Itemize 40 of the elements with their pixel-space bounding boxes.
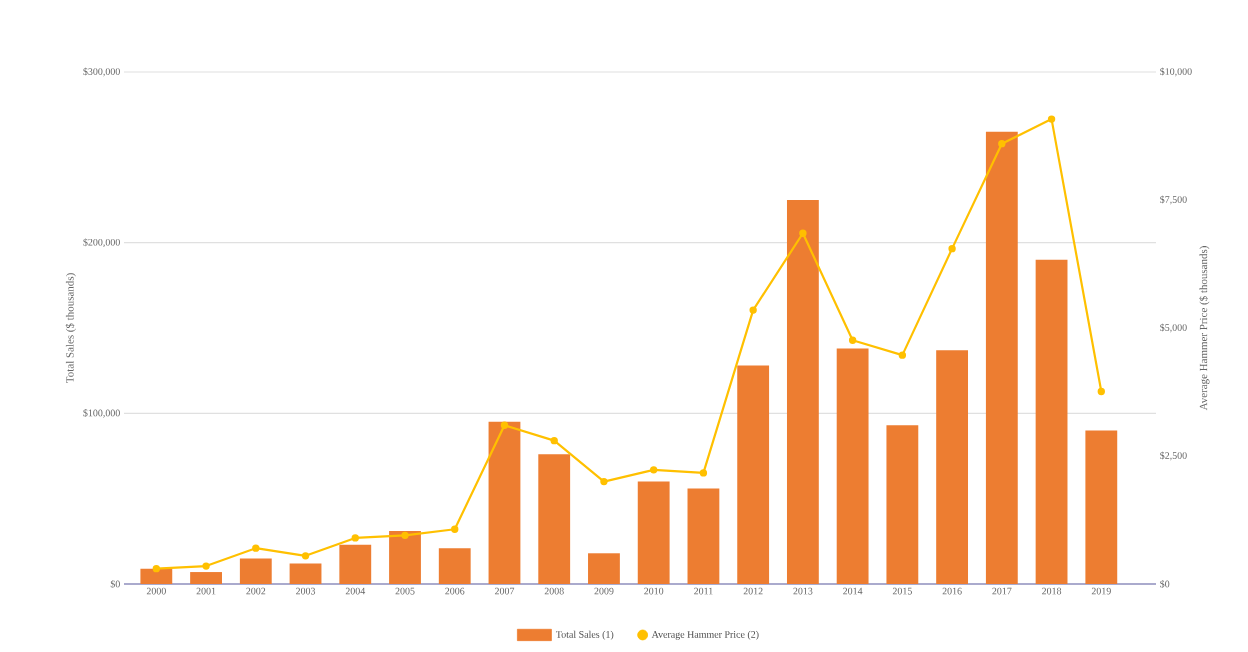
bar <box>737 365 770 584</box>
bar <box>289 563 322 584</box>
point <box>301 552 310 560</box>
point <box>998 139 1006 148</box>
point <box>202 562 210 570</box>
point <box>550 436 558 445</box>
point <box>649 466 658 474</box>
bar <box>1085 430 1118 584</box>
point <box>948 244 956 253</box>
bar <box>438 548 471 584</box>
point <box>600 477 608 486</box>
bar <box>786 200 819 584</box>
bar <box>936 350 969 584</box>
point <box>451 525 459 533</box>
bar <box>637 481 670 584</box>
bar <box>588 553 620 584</box>
bar <box>190 572 222 584</box>
bar <box>339 544 372 584</box>
point <box>500 421 509 429</box>
bar <box>1035 259 1068 584</box>
point <box>898 351 907 359</box>
bar <box>140 568 173 584</box>
bar <box>239 558 272 584</box>
point <box>401 531 409 540</box>
point <box>848 336 857 344</box>
point <box>152 564 161 573</box>
point <box>252 544 260 552</box>
bar <box>886 425 919 584</box>
bar <box>488 421 521 584</box>
bar <box>389 531 421 584</box>
bar <box>836 348 869 584</box>
bar <box>538 454 571 584</box>
bar <box>687 488 720 584</box>
point <box>1047 115 1056 123</box>
point <box>1097 387 1105 396</box>
point <box>699 469 708 477</box>
bar <box>985 131 1018 584</box>
point <box>799 229 807 237</box>
point <box>351 534 359 542</box>
point <box>749 306 757 314</box>
